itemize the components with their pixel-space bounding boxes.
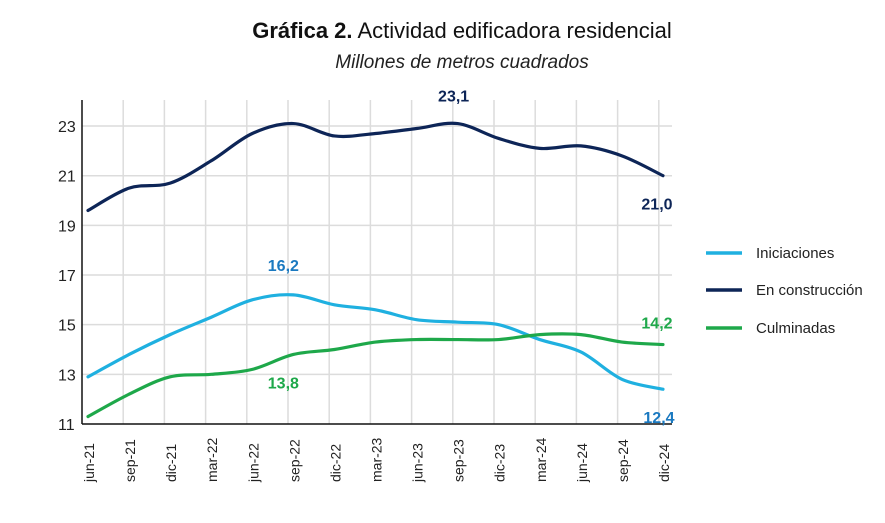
legend-label: Culminadas [756, 320, 835, 337]
data-label: 23,1 [438, 89, 469, 106]
y-tick-label: 21 [58, 169, 76, 186]
chart-title: Gráfica 2. Actividad edificadora residen… [252, 18, 672, 43]
x-tick-label: dic-22 [327, 444, 343, 482]
x-tick-label: sep-21 [122, 439, 138, 482]
x-tick-label: jun-23 [410, 443, 426, 483]
y-tick-label: 19 [58, 218, 76, 235]
x-tick-label: dic-24 [656, 444, 672, 482]
data-label: 12,4 [643, 410, 674, 427]
data-label: 21,0 [641, 197, 672, 214]
data-label: 14,2 [641, 316, 672, 333]
x-tick-label: sep-22 [286, 439, 302, 482]
chart-subtitle: Millones de metros cuadrados [335, 52, 589, 73]
x-tick-label: jun-22 [245, 443, 261, 483]
y-tick-label: 17 [58, 268, 76, 285]
y-tick-label: 15 [58, 318, 76, 335]
y-tick-label: 11 [58, 417, 75, 434]
y-tick-label: 13 [58, 367, 76, 384]
y-tick-label: 23 [58, 119, 76, 136]
data-label: 16,2 [268, 258, 299, 275]
x-tick-label: jun-24 [574, 443, 590, 483]
legend-label: En construcción [756, 282, 863, 299]
x-tick-label: mar-23 [368, 437, 384, 482]
x-tick-label: dic-23 [492, 444, 508, 482]
x-tick-label: sep-23 [451, 439, 467, 482]
x-tick-label: dic-21 [163, 444, 179, 482]
data-label: 13,8 [268, 375, 299, 392]
x-tick-label: sep-24 [615, 439, 631, 482]
legend-label: Iniciaciones [756, 245, 834, 262]
x-tick-label: mar-24 [533, 437, 549, 482]
x-tick-label: mar-22 [204, 437, 220, 482]
x-tick-label: jun-21 [81, 443, 97, 483]
